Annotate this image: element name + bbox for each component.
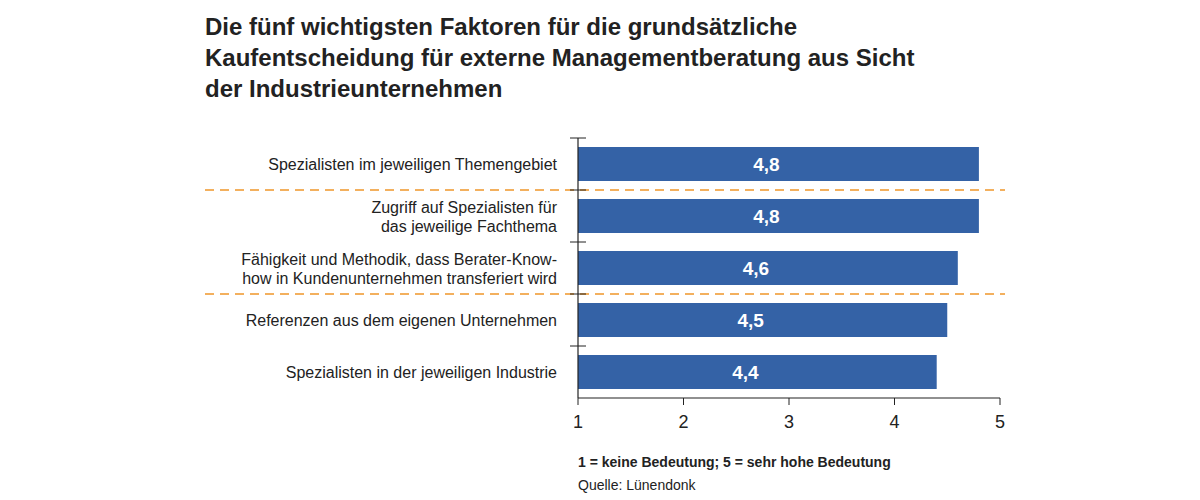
data-label: 4,4 <box>732 362 759 383</box>
bar <box>578 147 979 181</box>
category-line: Referenzen aus dem eigenen Unternehmen <box>246 312 557 329</box>
bars <box>578 147 979 389</box>
x-tick <box>894 398 895 405</box>
category-tick <box>570 138 586 139</box>
title-line: der Industrieunternehmen <box>205 75 502 102</box>
category-label: Spezialisten im jeweiligen Themengebiet <box>268 156 557 173</box>
category-tick <box>570 242 586 243</box>
x-tick-label: 1 <box>573 412 583 432</box>
source-note: Quelle: Lünendonk <box>578 477 697 493</box>
x-tick-label: 4 <box>889 412 899 432</box>
chart-title: Die fünf wichtigsten Faktoren für die gr… <box>205 13 914 102</box>
group-separator <box>205 189 1005 191</box>
x-tick <box>683 398 684 405</box>
x-tick <box>578 398 579 405</box>
chart-container: Die fünf wichtigsten Faktoren für die gr… <box>0 0 1200 500</box>
data-label: 4,6 <box>743 258 769 279</box>
scale-note: 1 = keine Bedeutung; 5 = sehr hohe Bedeu… <box>578 454 891 470</box>
bar <box>578 251 958 285</box>
category-line: Spezialisten in der jeweiligen Industrie <box>286 364 557 381</box>
category-line: how in Kundenunternehmen transferiert wi… <box>242 270 557 287</box>
category-line: Spezialisten im jeweiligen Themengebiet <box>268 156 557 173</box>
category-label: Fähigkeit und Methodik, dass Berater-Kno… <box>241 251 557 287</box>
group-separator <box>205 293 1005 295</box>
chart-svg: Die fünf wichtigsten Faktoren für die gr… <box>0 0 1200 500</box>
x-tick-label: 2 <box>678 412 688 432</box>
x-tick-label: 3 <box>784 412 794 432</box>
category-tick <box>570 346 586 347</box>
category-tick <box>570 190 586 191</box>
axes: 1 2 3 4 5 <box>570 138 1005 432</box>
data-labels: 4,8 4,8 4,6 4,5 4,4 <box>732 154 780 383</box>
data-label: 4,5 <box>737 310 764 331</box>
bar <box>578 199 979 233</box>
x-tick-label: 5 <box>995 412 1005 432</box>
category-label: Spezialisten in der jeweiligen Industrie <box>286 364 557 381</box>
data-label: 4,8 <box>753 154 779 175</box>
title-line: Die fünf wichtigsten Faktoren für die gr… <box>205 13 797 40</box>
category-label: Referenzen aus dem eigenen Unternehmen <box>246 312 557 329</box>
category-line: Zugriff auf Spezialisten für <box>371 199 557 216</box>
category-tick <box>570 294 586 295</box>
category-line: das jeweilige Fachthema <box>381 218 557 235</box>
y-axis-line <box>577 138 578 398</box>
x-tick <box>1000 398 1001 405</box>
category-line: Fähigkeit und Methodik, dass Berater-Kno… <box>241 251 557 268</box>
x-tick <box>789 398 790 405</box>
title-line: Kaufentscheidung für externe Managementb… <box>205 44 914 71</box>
category-label: Zugriff auf Spezialisten für das jeweilig… <box>371 199 557 235</box>
bar <box>578 355 937 389</box>
data-label: 4,8 <box>753 206 779 227</box>
bar <box>578 303 947 337</box>
